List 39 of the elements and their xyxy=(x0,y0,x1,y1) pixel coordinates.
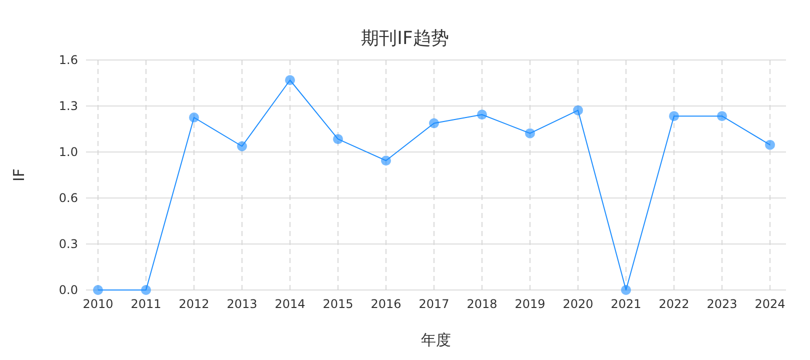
point xyxy=(525,128,535,138)
x-tick-label: 2015 xyxy=(322,297,354,311)
point xyxy=(621,285,631,295)
point xyxy=(573,105,583,116)
x-tick-label: 2022 xyxy=(658,297,690,311)
x-tick-label: 2014 xyxy=(274,297,306,311)
point xyxy=(333,134,343,144)
x-tick-label: 2021 xyxy=(610,297,642,311)
x-axis-title: 年度 xyxy=(421,331,451,349)
x-tick-label: 2011 xyxy=(130,297,162,311)
y-axis-title: IF xyxy=(10,168,28,182)
point xyxy=(669,111,679,122)
y-tick-label: 0.3 xyxy=(58,237,78,251)
x-tick-label: 2023 xyxy=(706,297,738,311)
point xyxy=(189,112,199,122)
x-tick-label: 2019 xyxy=(514,297,546,311)
point xyxy=(237,141,247,152)
x-tick-label: 2010 xyxy=(82,297,114,311)
y-tick-label: 0.6 xyxy=(58,191,78,205)
y-tick-label: 1.3 xyxy=(58,99,78,113)
x-tick-label: 2012 xyxy=(178,297,210,311)
y-tick-label: 1.6 xyxy=(58,53,78,67)
point xyxy=(429,118,439,128)
x-tick-label: 2017 xyxy=(418,297,450,311)
point xyxy=(717,111,727,122)
y-tick-label: 1.0 xyxy=(58,145,78,159)
x-tick-label: 2020 xyxy=(562,297,594,311)
x-tick-label: 2016 xyxy=(370,297,402,311)
chart-title: 期刊IF趋势 xyxy=(361,28,449,49)
point xyxy=(285,75,295,86)
x-tick-label: 2018 xyxy=(466,297,498,311)
x-tick-label: 2013 xyxy=(226,297,258,311)
point xyxy=(477,110,487,120)
x-tick-label: 2024 xyxy=(754,297,786,311)
point xyxy=(381,156,391,166)
y-tick-label: 0.0 xyxy=(58,283,78,297)
point xyxy=(141,285,151,295)
point xyxy=(765,140,775,150)
point xyxy=(93,285,103,295)
